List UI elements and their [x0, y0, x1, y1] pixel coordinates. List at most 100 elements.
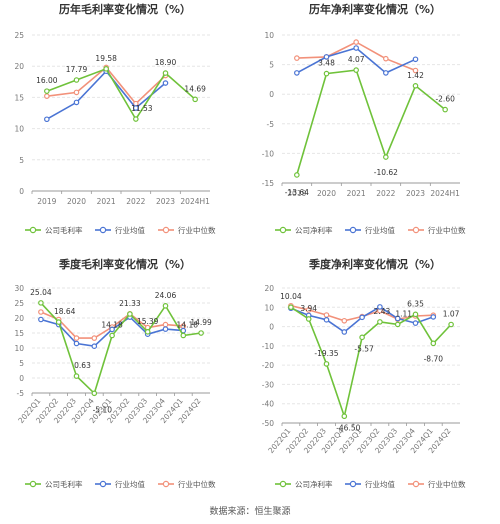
chart-title: 季度毛利率变化情况（%）: [58, 257, 191, 271]
data-point-median: [341, 317, 348, 324]
legend-label: 行业中位数: [428, 225, 466, 235]
data-point-company: [377, 319, 383, 325]
data-label: -13.64: [285, 188, 309, 197]
data-point-company: [109, 332, 115, 339]
data-point-avg: [383, 70, 389, 76]
data-point-avg: [38, 316, 44, 323]
data-label: 1.11: [395, 309, 412, 318]
data-point-company: [383, 154, 389, 160]
legend-swatch-marker: [29, 226, 37, 234]
legend-label: 行业中位数: [178, 479, 216, 489]
y-tick-label: 20: [14, 314, 24, 323]
data-label: 18.64: [54, 307, 76, 316]
data-point-avg: [133, 105, 139, 111]
data-point-median: [73, 89, 80, 96]
y-tick-label: 5: [19, 156, 24, 165]
chart-quarterly-net-margin: 季度净利率变化情况（%）-50-40-30-20-10010202022Q120…: [262, 257, 466, 489]
data-point-avg: [412, 320, 419, 326]
legend-label: 公司净利率: [295, 225, 333, 235]
data-point-company: [323, 70, 330, 77]
data-label: 21.33: [119, 299, 141, 308]
legend-label: 行业均值: [115, 225, 145, 235]
data-label: 10.04: [280, 292, 302, 301]
series-line-company: [290, 306, 452, 420]
chart-title: 历年净利率变化情况（%）: [309, 2, 441, 16]
legend-swatch-marker: [99, 480, 107, 488]
data-label: -46.50: [336, 423, 360, 432]
data-point-avg: [412, 56, 419, 63]
chart-quarterly-gross-margin: 季度毛利率变化情况（%）-50510152025302022Q12022Q220…: [14, 257, 216, 489]
data-label: 1.42: [407, 71, 424, 80]
data-point-company: [127, 311, 133, 317]
y-tick-label: -10: [262, 149, 274, 158]
x-tick-label: 2022: [376, 189, 395, 198]
data-point-avg: [162, 80, 169, 86]
legend-swatch-marker: [29, 480, 37, 488]
data-point-company: [133, 116, 139, 122]
data-label: 14.69: [184, 84, 206, 93]
data-label: 3.48: [318, 59, 335, 68]
legend-swatch-marker: [162, 480, 170, 488]
data-point-avg: [162, 326, 169, 332]
data-point-median: [38, 309, 44, 315]
data-label: -8.70: [424, 354, 444, 363]
data-point-company: [198, 330, 204, 336]
data-point-company: [44, 88, 50, 94]
legend-swatch-marker: [349, 480, 357, 488]
y-tick-label: -30: [262, 380, 274, 389]
data-point-company: [162, 303, 169, 309]
data-point-avg: [430, 314, 437, 320]
chart-annual-net-margin: 历年净利率变化情况（%） -15 -10 -5 0 5 10 2019 2020 2021 2022…: [262, 2, 466, 235]
y-tick-label: -20: [262, 361, 274, 370]
data-point-median: [73, 335, 80, 341]
y-tick-label: 0: [19, 187, 24, 196]
y-tick-label: 25: [14, 299, 24, 308]
data-label: 14.18: [101, 320, 123, 329]
x-tick-label: 2019: [287, 189, 306, 198]
legend-swatch-marker: [162, 226, 170, 234]
y-tick-label: 5: [269, 61, 274, 70]
y-tick-label: 15: [14, 93, 24, 102]
data-point-company: [38, 300, 44, 306]
data-point-avg: [73, 340, 80, 347]
data-label: 17.79: [66, 65, 88, 74]
data-point-company: [341, 413, 348, 420]
legend-label: 公司毛利率: [45, 479, 83, 489]
legend-swatch-marker: [279, 480, 287, 488]
data-point-median: [412, 67, 419, 74]
data-label: 3.94: [300, 304, 317, 313]
data-label: 18.90: [155, 58, 177, 67]
y-tick-label: 0: [19, 374, 24, 383]
data-point-company: [103, 66, 109, 72]
data-point-company: [288, 304, 294, 311]
data-point-company: [55, 319, 62, 325]
x-tick-label: 2024H1: [430, 189, 460, 198]
data-label: 2.43: [374, 307, 391, 316]
y-tick-label: 0: [269, 323, 274, 332]
data-point-company: [442, 106, 448, 113]
data-label: 25.04: [30, 288, 52, 297]
x-tick-label: 2023: [406, 189, 425, 198]
x-tick-label: 2020: [67, 197, 86, 206]
data-label: -5.57: [354, 344, 374, 353]
data-point-avg: [359, 314, 365, 321]
legend-swatch-marker: [412, 480, 420, 488]
legend-label: 行业均值: [115, 479, 145, 489]
data-point-company: [359, 334, 365, 341]
data-label: 6.35: [407, 299, 424, 308]
chart-title: 季度净利率变化情况（%）: [308, 257, 441, 271]
y-tick-label: -10: [262, 342, 274, 351]
y-tick-label: 20: [264, 284, 274, 293]
data-point-company: [448, 321, 454, 328]
data-point-avg: [341, 329, 348, 335]
x-tick-label: 2022: [126, 197, 145, 206]
legend-swatch-marker: [279, 226, 287, 234]
series-line-company: [40, 302, 202, 395]
y-tick-label: 10: [14, 344, 24, 353]
data-point-median: [383, 55, 389, 62]
data-point-company: [353, 67, 359, 73]
legend-label: 公司净利率: [295, 479, 333, 489]
data-point-median: [353, 39, 359, 45]
x-tick-label: 2021: [97, 197, 116, 206]
data-point-company: [305, 316, 312, 322]
